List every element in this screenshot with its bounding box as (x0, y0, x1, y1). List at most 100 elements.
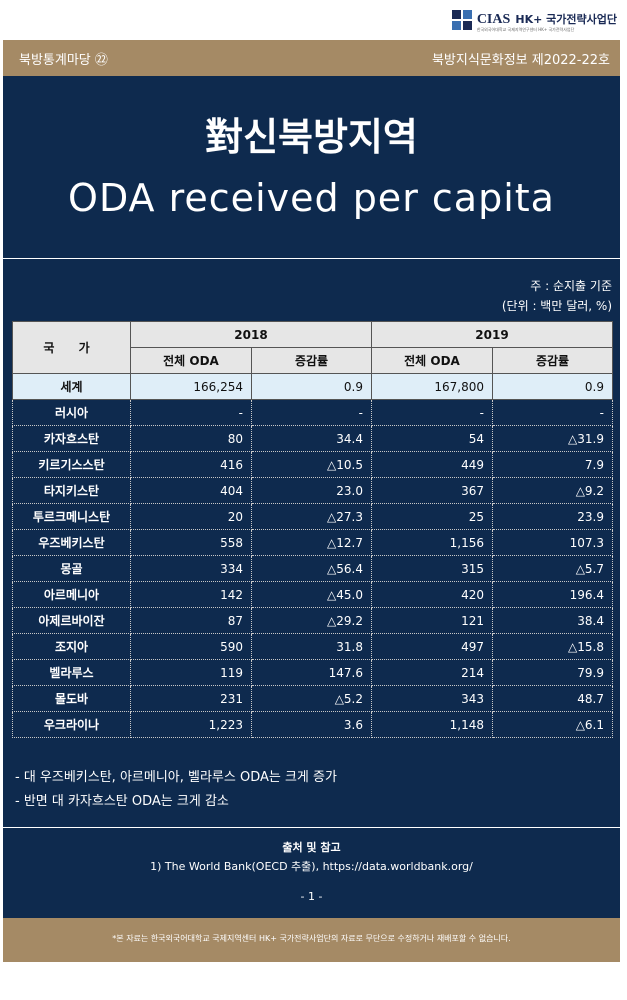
subheader-total-oda-2018: 전체 ODA (130, 347, 252, 374)
country-name: 우즈베키스탄 (12, 529, 131, 556)
source-panel: 출처 및 참고 1) The World Bank(OECD 추출), http… (3, 828, 620, 918)
bullet-2: - 반면 대 카자흐스탄 ODA는 크게 감소 (15, 794, 229, 809)
country-header: 국 가 (12, 321, 131, 374)
logo-mark-icon (451, 9, 473, 31)
cell-oda-2019: 367 (371, 477, 493, 504)
country-name: 투르크메니스탄 (12, 503, 131, 530)
country-name: 조지아 (12, 633, 131, 660)
cell-oda-2019: 1,148 (371, 711, 493, 738)
cell-oda-2019: 54 (371, 425, 493, 452)
cell-growth-2018: △56.4 (251, 555, 372, 582)
country-name: 카자흐스탄 (12, 425, 131, 452)
cell-growth-2018: △27.3 (251, 503, 372, 530)
cell-oda-2018: 80 (130, 425, 252, 452)
cell-growth-2019: 0.9 (492, 373, 613, 400)
cell-growth-2018: △5.2 (251, 685, 372, 712)
series-label: 북방통계마당 ㉒ (19, 53, 108, 68)
cell-growth-2019: △15.8 (492, 633, 613, 660)
cell-oda-2019: 214 (371, 659, 493, 686)
table-row: 투르크메니스탄 20 △27.3 25 23.9 (12, 503, 613, 530)
country-name: 몰도바 (12, 685, 131, 712)
table-row: 몰도바 231 △5.2 343 48.7 (12, 685, 613, 712)
title-panel: 對신북방지역 ODA received per capita (3, 76, 620, 258)
cell-growth-2018: 0.9 (251, 373, 372, 400)
table-row: 아제르바이잔 87 △29.2 121 38.4 (12, 607, 613, 634)
cell-oda-2019: 420 (371, 581, 493, 608)
cell-oda-2019: 343 (371, 685, 493, 712)
table-subheader-row: 전체 ODA 증감률 전체 ODA 증감률 (13, 347, 613, 374)
country-name: 몽골 (12, 555, 131, 582)
cell-oda-2018: 166,254 (130, 373, 252, 400)
cell-growth-2018: 34.4 (251, 425, 372, 452)
country-name: 키르기스스탄 (12, 451, 131, 478)
table-row-world: 세계 166,254 0.9 167,800 0.9 (12, 373, 613, 400)
subheader-growth-2019: 증감률 (492, 347, 613, 374)
year-header-2018: 2018 (130, 321, 372, 348)
basis-note: 주 : 순지출 기준 (530, 279, 612, 293)
cell-oda-2018: 416 (130, 451, 252, 478)
cell-growth-2019: △5.7 (492, 555, 613, 582)
top-bar: CIAS HK+ 국가전략사업단 한국외국어대학교 국제지역연구센터 HK+ 국… (0, 0, 627, 38)
logo-subtitle: 한국외국어대학교 국제지역연구센터 HK+ 국가전략사업단 (476, 27, 575, 32)
table-row: 몽골 334 △56.4 315 △5.7 (12, 555, 613, 582)
page-number: - 1 - (300, 890, 323, 903)
cell-oda-2018: 404 (130, 477, 252, 504)
country-name: 아제르바이잔 (12, 607, 131, 634)
table-row: 타지키스탄 404 23.0 367 △9.2 (12, 477, 613, 504)
cell-growth-2018: 23.0 (251, 477, 372, 504)
country-name: 러시아 (12, 399, 131, 426)
cell-growth-2019: 79.9 (492, 659, 613, 686)
cell-growth-2018: △45.0 (251, 581, 372, 608)
table-header-row: 국 가 2018 2019 (12, 321, 613, 374)
cell-oda-2019: 25 (371, 503, 493, 530)
content-panel: 주 : 순지출 기준 (단위 : 백만 달러, %) 국 가 2018 2019… (3, 259, 620, 827)
table-row: 아르메니아 142 △45.0 420 196.4 (12, 581, 613, 608)
cell-growth-2018: - (251, 399, 372, 426)
cell-growth-2019: △9.2 (492, 477, 613, 504)
subheader-total-oda-2019: 전체 ODA (371, 347, 493, 374)
country-name: 아르메니아 (12, 581, 131, 608)
cell-oda-2018: 334 (130, 555, 252, 582)
country-name: 타지키스탄 (12, 477, 131, 504)
table-row: 우즈베키스탄 558 △12.7 1,156 107.3 (12, 529, 613, 556)
cell-oda-2019: 449 (371, 451, 493, 478)
cell-growth-2018: △29.2 (251, 607, 372, 634)
cell-oda-2018: 87 (130, 607, 252, 634)
source-text: 1) The World Bank(OECD 추출), https://data… (150, 860, 473, 873)
country-name: 벨라루스 (12, 659, 131, 686)
table-row: 벨라루스 119 147.6 214 79.9 (12, 659, 613, 686)
cell-oda-2018: 558 (130, 529, 252, 556)
table-row: 조지아 590 31.8 497 △15.8 (12, 633, 613, 660)
table-row: 러시아 - - - - (12, 399, 613, 426)
page-title-english: ODA received per capita (68, 176, 555, 220)
table-row: 우크라이나 1,223 3.6 1,148 △6.1 (12, 711, 613, 738)
cell-growth-2019: △31.9 (492, 425, 613, 452)
country-name: 세계 (12, 373, 131, 400)
issue-label: 북방지식문화정보 제2022-22호 (431, 53, 610, 68)
cell-growth-2019: 7.9 (492, 451, 613, 478)
subheader-growth-2018: 증감률 (251, 347, 372, 374)
page-title-korean: 對신북방지역 (205, 115, 418, 159)
cell-oda-2019: 497 (371, 633, 493, 660)
header-band: 북방통계마당 ㉒ 북방지식문화정보 제2022-22호 (3, 40, 620, 76)
cell-growth-2018: 147.6 (251, 659, 372, 686)
cell-oda-2018: 142 (130, 581, 252, 608)
cell-growth-2018: 3.6 (251, 711, 372, 738)
cell-growth-2019: 38.4 (492, 607, 613, 634)
cell-oda-2019: 167,800 (371, 373, 493, 400)
cell-oda-2018: 1,223 (130, 711, 252, 738)
cell-oda-2019: 315 (371, 555, 493, 582)
cell-growth-2018: △12.7 (251, 529, 372, 556)
cell-oda-2019: - (371, 399, 493, 426)
logo-name: CIAS (476, 12, 511, 27)
cell-growth-2019: 196.4 (492, 581, 613, 608)
cell-oda-2019: 121 (371, 607, 493, 634)
bullet-1: - 대 우즈베키스탄, 아르메니아, 벨라루스 ODA는 크게 증가 (15, 770, 337, 785)
logo-text-block: CIAS HK+ 국가전략사업단 한국외국어대학교 국제지역연구센터 HK+ 국… (476, 8, 617, 33)
table-row: 키르기스스탄 416 △10.5 449 7.9 (12, 451, 613, 478)
cell-oda-2018: 119 (130, 659, 252, 686)
cell-growth-2019: 23.9 (492, 503, 613, 530)
year-header-2019: 2019 (371, 321, 613, 348)
cell-growth-2019: △6.1 (492, 711, 613, 738)
country-name: 우크라이나 (12, 711, 131, 738)
